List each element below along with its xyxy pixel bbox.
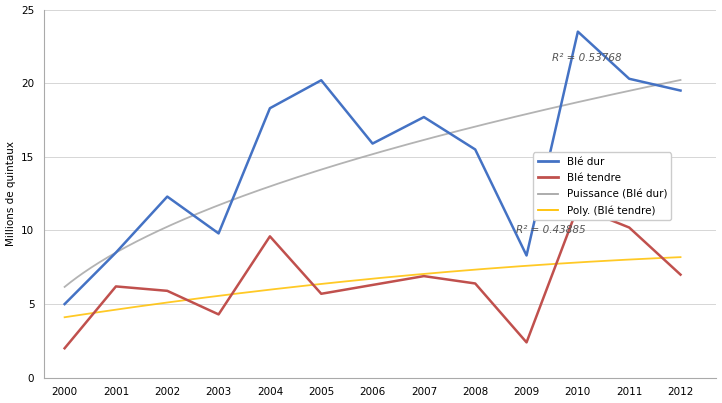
Text: R² = 0.53768: R² = 0.53768 [552,53,622,63]
Legend: Blé dur, Blé tendre, Puissance (Blé dur), Poly. (Blé tendre): Blé dur, Blé tendre, Puissance (Blé dur)… [534,152,671,220]
Text: R² = 0.43885: R² = 0.43885 [516,225,586,235]
Y-axis label: Millions de quintaux: Millions de quintaux [6,141,16,246]
